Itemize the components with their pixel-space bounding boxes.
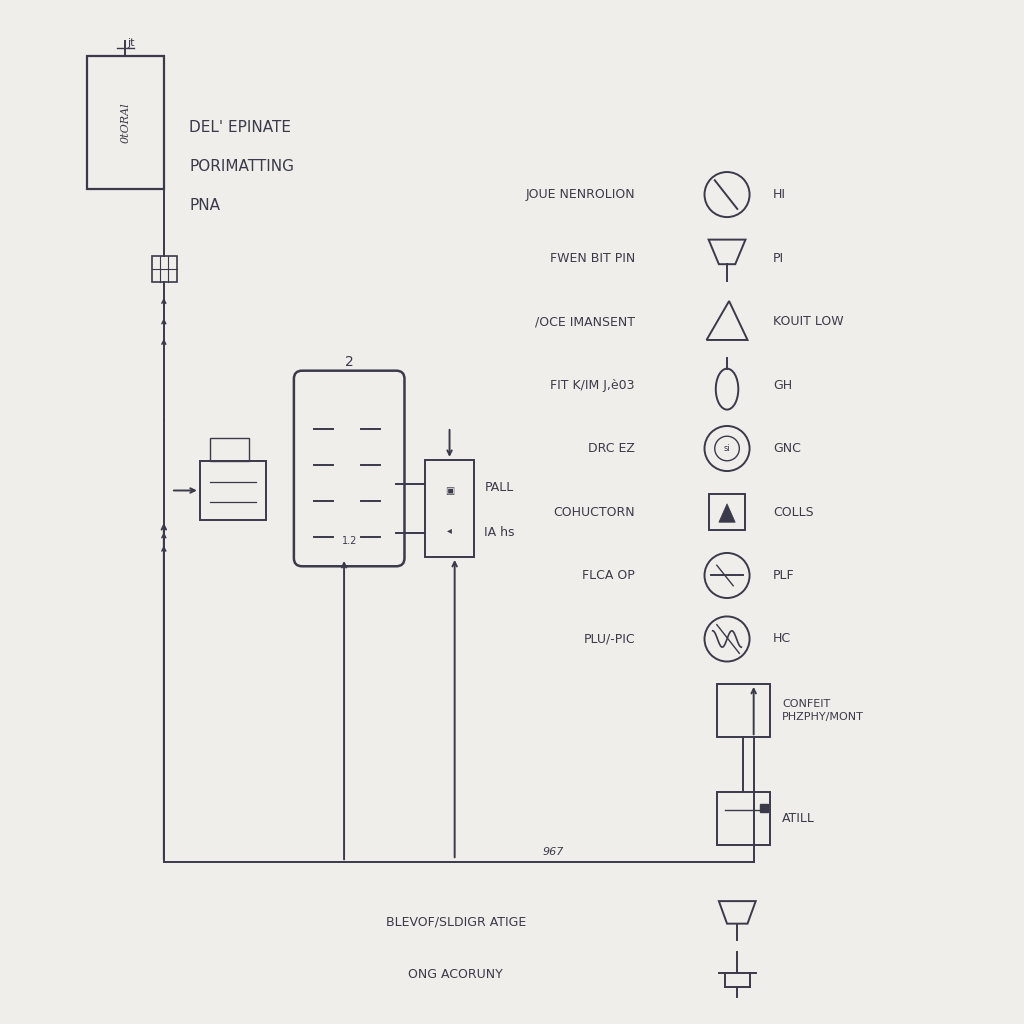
Text: COHUCTORN: COHUCTORN: [553, 506, 635, 518]
Text: CONFEIT
PHZPHY/MONT: CONFEIT PHZPHY/MONT: [782, 699, 864, 722]
Text: 2: 2: [345, 354, 353, 369]
Text: PLU/-PIC: PLU/-PIC: [584, 633, 635, 645]
Text: FWEN BIT PIN: FWEN BIT PIN: [550, 252, 635, 264]
Text: JOUE NENROLION: JOUE NENROLION: [525, 188, 635, 201]
Text: FLCA OP: FLCA OP: [582, 569, 635, 582]
Polygon shape: [719, 504, 735, 522]
Text: PI: PI: [773, 252, 784, 264]
Text: si: si: [724, 444, 730, 453]
Bar: [152, 256, 177, 282]
Bar: [200, 461, 266, 520]
Text: /OCE IMANSENT: /OCE IMANSENT: [535, 315, 635, 328]
Text: DRC EZ: DRC EZ: [588, 442, 635, 455]
Text: PORIMATTING: PORIMATTING: [189, 160, 295, 174]
Text: ONG ACORUNY: ONG ACORUNY: [409, 969, 503, 981]
Bar: [717, 792, 770, 845]
Bar: [87, 56, 164, 189]
Text: ATILL: ATILL: [782, 812, 815, 824]
Text: ◂: ◂: [447, 525, 452, 535]
Text: GH: GH: [773, 379, 793, 391]
Text: IA hs: IA hs: [484, 526, 515, 540]
Text: 0tORAl: 0tORAl: [121, 102, 130, 143]
Text: ▣: ▣: [444, 486, 455, 496]
Text: A: A: [723, 507, 731, 517]
Text: PLF: PLF: [773, 569, 795, 582]
Text: PALL: PALL: [484, 480, 514, 494]
Text: HI: HI: [773, 188, 786, 201]
Text: PNA: PNA: [189, 199, 220, 213]
Text: COLLS: COLLS: [773, 506, 814, 518]
Text: FIT K/IM J,è03: FIT K/IM J,è03: [550, 379, 635, 391]
Bar: [717, 684, 770, 737]
Text: HC: HC: [773, 633, 792, 645]
Text: 1.2: 1.2: [341, 536, 357, 546]
Bar: [709, 494, 745, 530]
Text: BLEVOF/SLDIGR ATIGE: BLEVOF/SLDIGR ATIGE: [386, 915, 525, 928]
Text: jt: jt: [127, 38, 134, 48]
Text: KOUIT LOW: KOUIT LOW: [773, 315, 844, 328]
Text: DEL' EPINATE: DEL' EPINATE: [189, 121, 292, 135]
Text: GNC: GNC: [773, 442, 801, 455]
Text: 967: 967: [543, 847, 564, 857]
Bar: [760, 804, 768, 812]
Bar: [425, 460, 474, 557]
Bar: [210, 438, 249, 461]
